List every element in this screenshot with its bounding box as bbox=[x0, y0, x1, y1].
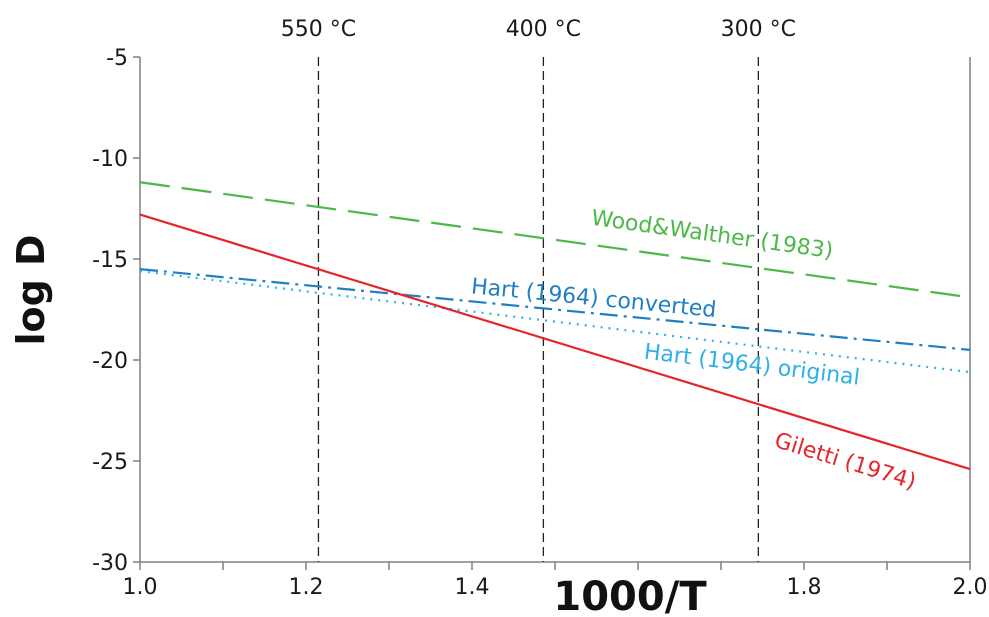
y-tick-label: -10 bbox=[92, 147, 128, 172]
y-tick-label: -30 bbox=[92, 551, 128, 576]
temperature-marker-label: 400 °C bbox=[506, 17, 581, 42]
x-tick-label: 2.0 bbox=[953, 575, 988, 600]
series-line bbox=[139, 181, 971, 299]
y-tick-label: -15 bbox=[92, 248, 128, 273]
series-line bbox=[139, 268, 971, 351]
y-tick-label: -25 bbox=[92, 450, 128, 475]
series-line bbox=[139, 270, 971, 374]
y-tick-label: -20 bbox=[92, 349, 128, 374]
series-label: Giletti (1974) bbox=[772, 428, 919, 495]
series-labels: Wood&Walther (1983)Hart (1964) converted… bbox=[470, 206, 919, 495]
series-label: Hart (1964) original bbox=[643, 340, 862, 391]
x-tick-label: 1.0 bbox=[123, 575, 158, 600]
y-tick-label: -5 bbox=[106, 46, 128, 71]
series-lines bbox=[139, 181, 971, 471]
series-line bbox=[139, 213, 971, 471]
x-axis-title: 1000/T bbox=[553, 574, 707, 617]
x-tick-label: 1.2 bbox=[289, 575, 324, 600]
x-tick-label: 1.8 bbox=[787, 575, 822, 600]
temperature-marker-label: 550 °C bbox=[281, 17, 356, 42]
temperature-markers: 550 °C 400 °C 300 °C bbox=[281, 17, 796, 562]
temperature-marker-label: 300 °C bbox=[721, 17, 796, 42]
series-label: Wood&Walther (1983) bbox=[590, 206, 835, 264]
y-ticks: -30 -25 -20 -15 -10 -5 bbox=[92, 46, 140, 576]
plot-area: -30 -25 -20 -15 -10 -5 1.0 1.2 1.4 1.8 2.0 550 °C… bbox=[92, 17, 987, 600]
x-ticks: 1.0 1.2 1.4 1.8 2.0 bbox=[123, 562, 988, 600]
x-tick-label: 1.4 bbox=[455, 575, 490, 600]
y-axis-title: log D bbox=[9, 234, 53, 345]
